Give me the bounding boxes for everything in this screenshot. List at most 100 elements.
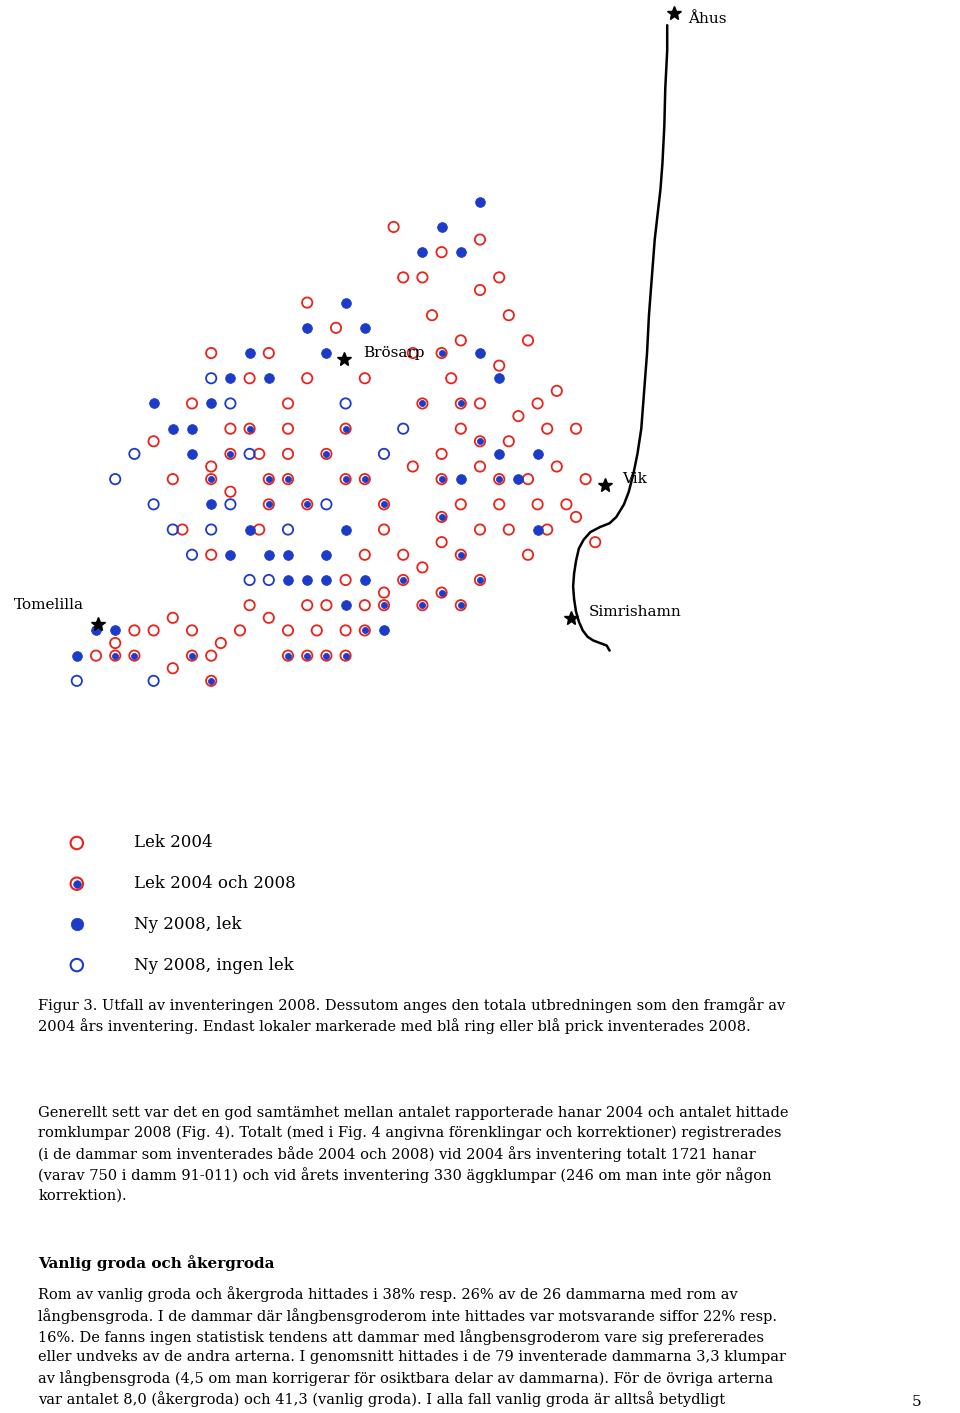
Point [453,417,468,439]
Point [69,954,84,976]
Point [434,581,449,603]
Point [300,493,315,516]
Point [242,342,257,365]
Point [300,317,315,339]
Point [540,519,555,541]
Point [146,493,161,516]
Point [88,619,104,642]
Point [376,581,392,603]
Point [127,644,142,667]
Point [184,544,200,567]
Point [472,568,488,591]
Text: Rom av vanlig groda och åkergroda hittades i 38% resp. 26% av de 26 dammarna med: Rom av vanlig groda och åkergroda hittad… [38,1286,786,1413]
Point [492,355,507,377]
Point [338,593,353,616]
Point [328,317,344,339]
Point [300,593,315,616]
Point [492,468,507,490]
Point [568,506,584,528]
Point [165,606,180,629]
Point [319,342,334,365]
Point [127,644,142,667]
Point [280,619,296,642]
Point [472,455,488,478]
Point [338,291,353,314]
Point [69,644,84,667]
Text: Tomelilla: Tomelilla [13,598,84,612]
Point [472,430,488,452]
Point [252,519,267,541]
Point [338,644,353,667]
Point [242,367,257,390]
Point [453,329,468,352]
Point [405,455,420,478]
Point [204,468,219,490]
Point [434,442,449,465]
Point [300,367,315,390]
Text: Simrishamn: Simrishamn [588,605,682,619]
Point [396,266,411,288]
Point [319,568,334,591]
Point [501,304,516,326]
Point [280,442,296,465]
Point [434,240,449,263]
Point [376,493,392,516]
Point [472,393,488,415]
Point [357,468,372,490]
Point [175,519,190,541]
Point [223,480,238,503]
Point [127,442,142,465]
Point [300,291,315,314]
Point [376,493,392,516]
Point [338,644,353,667]
Point [184,619,200,642]
Point [242,593,257,616]
Point [472,430,488,452]
Point [588,531,603,554]
Point [472,229,488,252]
Point [319,493,334,516]
Point [300,644,315,667]
Point [453,544,468,567]
Point [357,367,372,390]
Point [242,417,257,439]
Point [261,544,276,567]
Point [261,568,276,591]
Point [108,644,123,667]
Point [165,468,180,490]
Point [204,455,219,478]
Text: Vanlig groda och åkergroda: Vanlig groda och åkergroda [38,1255,275,1272]
Point [280,468,296,490]
Point [146,619,161,642]
Point [338,468,353,490]
Point [338,568,353,591]
Point [204,670,219,692]
Point [501,519,516,541]
Point [492,468,507,490]
Point [472,519,488,541]
Point [472,278,488,301]
Point [108,632,123,654]
Point [184,393,200,415]
Point [520,544,536,567]
Point [540,417,555,439]
Point [396,568,411,591]
Point [492,266,507,288]
Point [165,657,180,680]
Point [357,568,372,591]
Point [146,670,161,692]
Text: Åhus: Åhus [688,11,727,25]
Point [434,216,449,239]
Point [319,544,334,567]
Point [213,632,228,654]
Point [492,367,507,390]
Point [396,544,411,567]
Point [434,342,449,365]
Point [300,644,315,667]
Point [338,417,353,439]
Point [242,442,257,465]
Point [530,493,545,516]
Point [261,468,276,490]
Point [415,240,430,263]
Point [88,644,104,667]
